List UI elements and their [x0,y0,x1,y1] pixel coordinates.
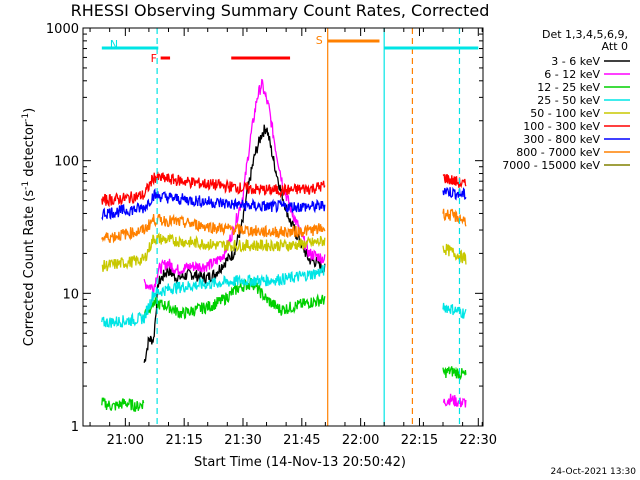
series-line-4-0 [101,232,326,272]
series-line-1-1 [442,393,467,408]
series-line-2-1 [143,277,326,320]
y-tick-label: 1 [71,420,79,435]
legend-entry-label: 50 - 100 keV [530,107,600,120]
annotation-label: F [151,52,157,65]
y-tick-label: 10 [62,287,79,302]
plot-frame [82,27,484,427]
series-line-3-0 [101,264,326,328]
timestamp-stamp: 24-Oct-2021 13:30 [551,467,637,477]
x-tick-label: 21:30 [224,433,261,448]
legend-header-line: Det 1,3,4,5,6,9, [542,28,628,41]
legend-header-line: Att 0 [602,40,628,53]
series-line-6-0 [101,188,326,221]
legend-entry-label: 300 - 800 keV [523,133,600,146]
marker-layer [101,28,479,426]
x-tick-label: 22:00 [342,433,379,448]
y-axis-label-part2: detector [22,121,37,181]
y-axis-label-part1: Corrected Count Rate (s [22,190,37,347]
x-tick-label: 21:45 [283,433,320,448]
y-tick-label: 100 [54,155,79,170]
legend-entry-label: 100 - 300 keV [523,120,600,133]
annotation-label: S [316,34,323,47]
y-axis-label-sup1: -1 [21,181,31,190]
series-line-3-1 [442,302,467,319]
series-line-5-0 [101,171,326,208]
annotation-label: N [110,38,118,51]
series-line-7-1 [442,208,467,227]
x-tick-label: 22:30 [460,433,497,448]
series-line-2-2 [442,366,467,381]
axis-layer: 1 10 100 1000 21:00 21:15 21:30 21:45 22:00 22:15… [46,22,497,448]
x-tick-label: 21:00 [107,433,144,448]
x-tick-label: 21:15 [165,433,202,448]
y-axis-label: Corrected Count Rate (s-1 detector-1) [21,108,37,346]
series-line-2-0 [101,397,145,412]
series-line-6-1 [442,186,467,201]
series-line-7-0 [101,213,326,244]
series-line-5-1 [442,173,467,189]
y-tick-label: 1000 [46,22,79,37]
chart-title: RHESSI Observing Summary Count Rates, Co… [71,1,490,20]
legend-entry-label: 25 - 50 keV [537,94,600,107]
series-layer [101,78,467,412]
x-axis-label: Start Time (14-Nov-13 20:50:42) [194,455,406,470]
y-axis-label-sup2: -1 [21,113,31,122]
legend-entry-label: 6 - 12 keV [544,68,600,81]
legend-entry-label: 12 - 25 keV [537,81,600,94]
legend-entry-label: 3 - 6 keV [551,55,600,68]
legend-entry-label: 800 - 7000 keV [516,146,600,159]
legend-entry-label: 7000 - 15000 keV [502,159,600,172]
series-line-0-0 [143,124,326,363]
x-tick-label: 22:15 [401,433,438,448]
series-line-4-1 [442,243,467,265]
y-axis-label-part3: ) [22,108,37,113]
